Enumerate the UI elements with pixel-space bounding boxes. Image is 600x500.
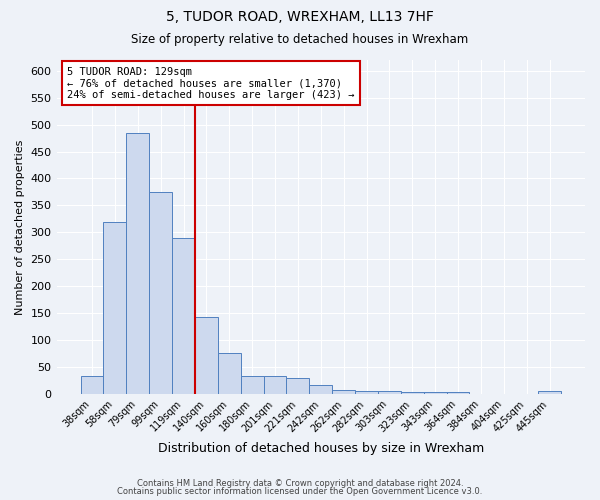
Bar [172, 238, 195, 394]
Bar [286, 378, 310, 394]
Bar [218, 353, 241, 394]
Bar [332, 390, 355, 394]
Bar [538, 391, 561, 394]
Text: 5 TUDOR ROAD: 129sqm
← 76% of detached houses are smaller (1,370)
24% of semi-de: 5 TUDOR ROAD: 129sqm ← 76% of detached h… [67, 66, 355, 100]
X-axis label: Distribution of detached houses by size in Wrexham: Distribution of detached houses by size … [158, 442, 484, 455]
Text: 5, TUDOR ROAD, WREXHAM, LL13 7HF: 5, TUDOR ROAD, WREXHAM, LL13 7HF [166, 10, 434, 24]
Text: Size of property relative to detached houses in Wrexham: Size of property relative to detached ho… [131, 32, 469, 46]
Bar [263, 376, 286, 394]
Bar [401, 392, 424, 394]
Text: Contains public sector information licensed under the Open Government Licence v3: Contains public sector information licen… [118, 487, 482, 496]
Bar [378, 391, 401, 394]
Bar [424, 392, 446, 394]
Text: Contains HM Land Registry data © Crown copyright and database right 2024.: Contains HM Land Registry data © Crown c… [137, 478, 463, 488]
Y-axis label: Number of detached properties: Number of detached properties [15, 140, 25, 314]
Bar [355, 391, 378, 394]
Bar [103, 222, 127, 394]
Bar [149, 192, 172, 394]
Bar [310, 386, 332, 394]
Bar [195, 317, 218, 394]
Bar [446, 392, 469, 394]
Bar [80, 376, 103, 394]
Bar [241, 376, 263, 394]
Bar [127, 132, 149, 394]
